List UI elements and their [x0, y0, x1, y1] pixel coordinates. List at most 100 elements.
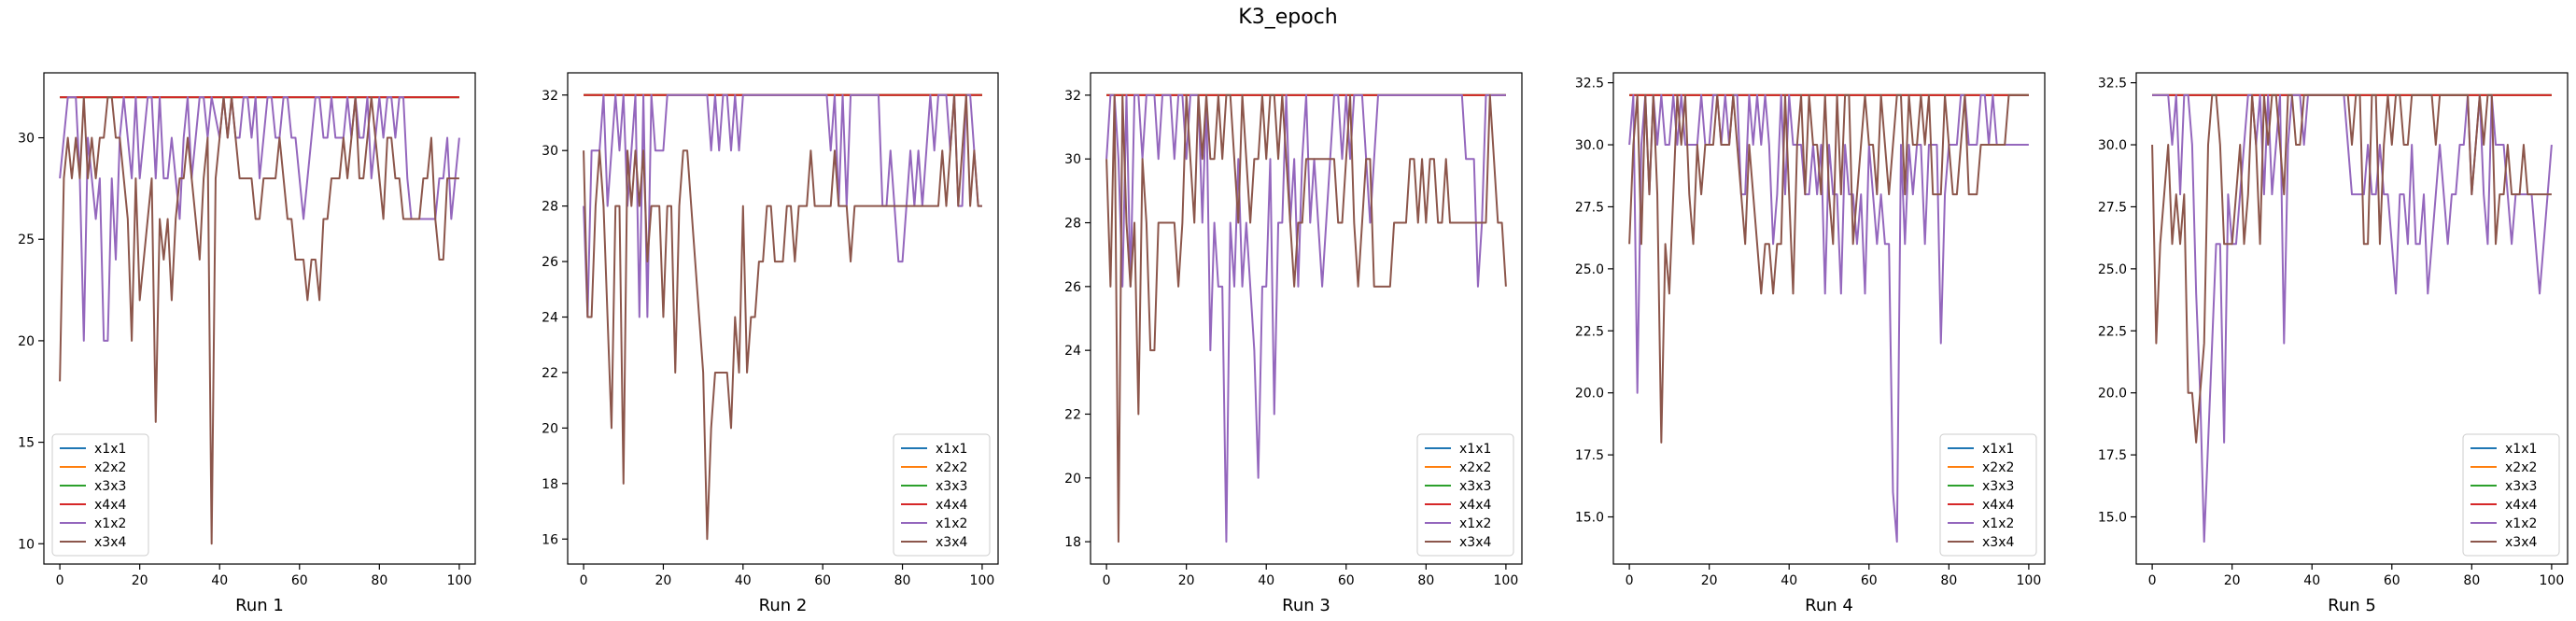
x-tick-label: 60 — [2384, 573, 2400, 588]
y-tick-label: 30.0 — [1575, 138, 1604, 153]
y-tick-label: 27.5 — [2098, 200, 2127, 215]
x-tick-label: 80 — [894, 573, 911, 588]
x-tick-label: 20 — [1701, 573, 1718, 588]
y-tick-label: 32.5 — [2098, 77, 2127, 92]
series-line-x3x4 — [59, 96, 459, 545]
x-tick-label: 0 — [580, 573, 588, 588]
x-tick-label: 100 — [2540, 573, 2565, 588]
legend: x1x1 x2x2 x3x3 x4x4 x1x2 x3x4 — [893, 433, 991, 557]
y-tick-label: 20 — [18, 334, 35, 349]
axes-frame — [2135, 72, 2569, 565]
chart-panel-4: 0 20 40 60 80 100 15.0 17.5 20.0 22.5 25.0 27.5 30.0… — [1575, 72, 2046, 615]
y-tick-label: 18 — [1064, 535, 1081, 550]
x-axis-label: Run 4 — [1805, 596, 1853, 615]
legend: x1x1 x2x2 x3x3 x4x4 x1x2 x3x4 — [51, 433, 149, 557]
legend-label-x1x1: x1x1 — [94, 442, 126, 457]
legend-label-x1x2: x1x2 — [94, 516, 126, 531]
legend-label-x2x2: x2x2 — [2505, 460, 2537, 475]
x-tick-label: 0 — [1103, 573, 1111, 588]
axes-frame — [43, 72, 476, 565]
y-tick-label: 22 — [542, 366, 558, 381]
legend-label-x4x4: x4x4 — [1982, 498, 2014, 513]
y-tick-label: 20.0 — [1575, 387, 1604, 402]
axes-frame — [1612, 72, 2046, 565]
series-group — [59, 96, 460, 545]
x-axis-label: Run 1 — [235, 596, 284, 615]
y-tick-label: 22.5 — [2098, 324, 2127, 339]
y-tick-label: 20.0 — [2098, 387, 2127, 402]
series-group — [1105, 93, 1507, 543]
y-tick-label: 17.5 — [1575, 448, 1604, 463]
x-axis-label: Run 5 — [2328, 596, 2376, 615]
figure-title: K3_epoch — [1238, 6, 1338, 29]
legend-label-x2x2: x2x2 — [94, 460, 126, 475]
series-group — [583, 93, 982, 541]
legend-label-x2x2: x2x2 — [936, 460, 967, 475]
x-tick-label: 40 — [211, 573, 228, 588]
x-tick-label: 0 — [56, 573, 64, 588]
legend-label-x3x4: x3x4 — [2505, 535, 2537, 550]
y-tick-label: 16 — [542, 532, 558, 547]
legend-label-x1x1: x1x1 — [1982, 442, 2014, 457]
chart-panel-5: 0 20 40 60 80 100 15.0 17.5 20.0 22.5 25.0 27.5 30.0… — [2098, 72, 2569, 615]
x-tick-label: 60 — [291, 573, 308, 588]
series-line-x1x2 — [59, 96, 460, 342]
chart-panel-3: 0 20 40 60 80 100 18 20 22 24 26 28 30 32 Run 3 x1x1 x2x… — [1064, 72, 1523, 615]
legend-label-x1x2: x1x2 — [1982, 516, 2014, 531]
x-tick-label: 0 — [1626, 573, 1634, 588]
series-group — [1628, 93, 2029, 543]
series-line-x3x4 — [2151, 93, 2552, 444]
y-tick-label: 10 — [18, 537, 35, 552]
y-tick-label: 32 — [542, 89, 558, 104]
legend-label-x4x4: x4x4 — [1459, 498, 1491, 513]
y-tick-label: 15.0 — [2098, 511, 2127, 526]
x-tick-label: 40 — [1258, 573, 1274, 588]
x-tick-label: 20 — [2224, 573, 2241, 588]
y-tick-label: 27.5 — [1575, 200, 1604, 215]
legend-label-x3x4: x3x4 — [936, 535, 967, 550]
x-tick-label: 20 — [132, 573, 148, 588]
legend: x1x1 x2x2 x3x3 x4x4 x1x2 x3x4 — [1939, 433, 2037, 557]
legend-box — [1939, 433, 2037, 557]
legend-label-x1x2: x1x2 — [2505, 516, 2537, 531]
y-tick-label: 25.0 — [2098, 262, 2127, 277]
y-tick-label: 30 — [18, 132, 35, 147]
legend-label-x3x3: x3x3 — [936, 479, 967, 494]
x-tick-label: 100 — [2017, 573, 2042, 588]
x-tick-label: 60 — [1338, 573, 1355, 588]
series-line-x3x4 — [583, 93, 982, 541]
legend-box — [1416, 433, 1514, 557]
y-tick-label: 18 — [542, 477, 558, 492]
y-tick-label: 32 — [1064, 89, 1081, 104]
x-tick-label: 20 — [1178, 573, 1195, 588]
legend-label-x1x2: x1x2 — [1459, 516, 1491, 531]
legend-box — [51, 433, 149, 557]
y-tick-label: 28 — [542, 200, 558, 215]
x-axis-label: Run 2 — [759, 596, 808, 615]
legend-label-x4x4: x4x4 — [936, 498, 967, 513]
y-tick-label: 25.0 — [1575, 262, 1604, 277]
y-tick-label: 17.5 — [2098, 448, 2127, 463]
y-tick-label: 22 — [1064, 407, 1081, 422]
series-line-x1x2 — [1105, 93, 1506, 543]
y-tick-label: 20 — [1064, 472, 1081, 487]
y-tick-label: 22.5 — [1575, 324, 1604, 339]
legend-label-x2x2: x2x2 — [1459, 460, 1491, 475]
legend-label-x1x1: x1x1 — [2505, 442, 2537, 457]
x-tick-label: 60 — [1861, 573, 1878, 588]
y-tick-label: 30 — [542, 144, 558, 159]
x-tick-label: 60 — [814, 573, 831, 588]
y-tick-label: 15.0 — [1575, 511, 1604, 526]
y-tick-label: 20 — [542, 421, 558, 436]
y-tick-label: 24 — [1064, 344, 1081, 359]
x-tick-label: 80 — [1417, 573, 1434, 588]
x-tick-label: 80 — [2463, 573, 2480, 588]
legend-label-x3x3: x3x3 — [2505, 479, 2537, 494]
y-tick-label: 25 — [18, 233, 35, 247]
legend-label-x1x1: x1x1 — [936, 442, 967, 457]
series-line-x1x2 — [2152, 93, 2553, 543]
legend-label-x1x1: x1x1 — [1459, 442, 1491, 457]
legend-label-x3x3: x3x3 — [94, 479, 126, 494]
x-tick-label: 40 — [735, 573, 752, 588]
